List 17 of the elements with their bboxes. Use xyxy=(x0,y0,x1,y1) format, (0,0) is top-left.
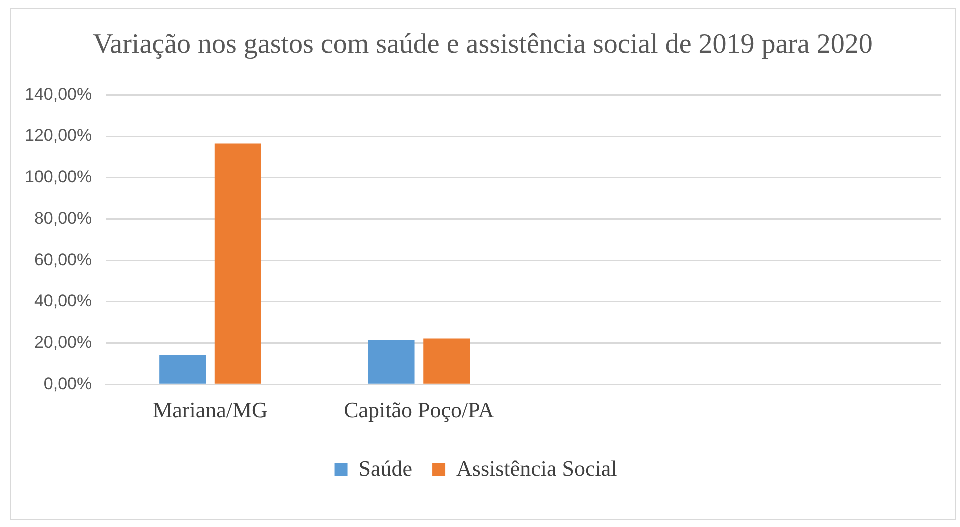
bar xyxy=(160,355,206,384)
x-tick-label: Mariana/MG xyxy=(153,398,268,423)
y-tick-label: 120,00% xyxy=(24,126,92,146)
y-tick-label: 60,00% xyxy=(34,250,92,270)
y-tick-label: 0,00% xyxy=(44,374,92,394)
legend-label: Saúde xyxy=(358,456,413,481)
y-tick-label: 20,00% xyxy=(34,332,92,352)
x-tick-label: Capitão Poço/PA xyxy=(344,398,494,423)
legend-label: Assistência Social xyxy=(456,456,618,481)
y-tick-label: 40,00% xyxy=(34,292,92,311)
y-tick-label: 140,00% xyxy=(24,84,92,104)
chart-title: Variação nos gastos com saúde e assistência social de 2019 para 2020 xyxy=(92,28,874,62)
bar xyxy=(368,340,415,384)
y-tick-label: 80,00% xyxy=(34,208,92,228)
y-tick-label: 100,00% xyxy=(24,168,92,187)
bar xyxy=(424,338,470,384)
bar xyxy=(214,144,262,384)
